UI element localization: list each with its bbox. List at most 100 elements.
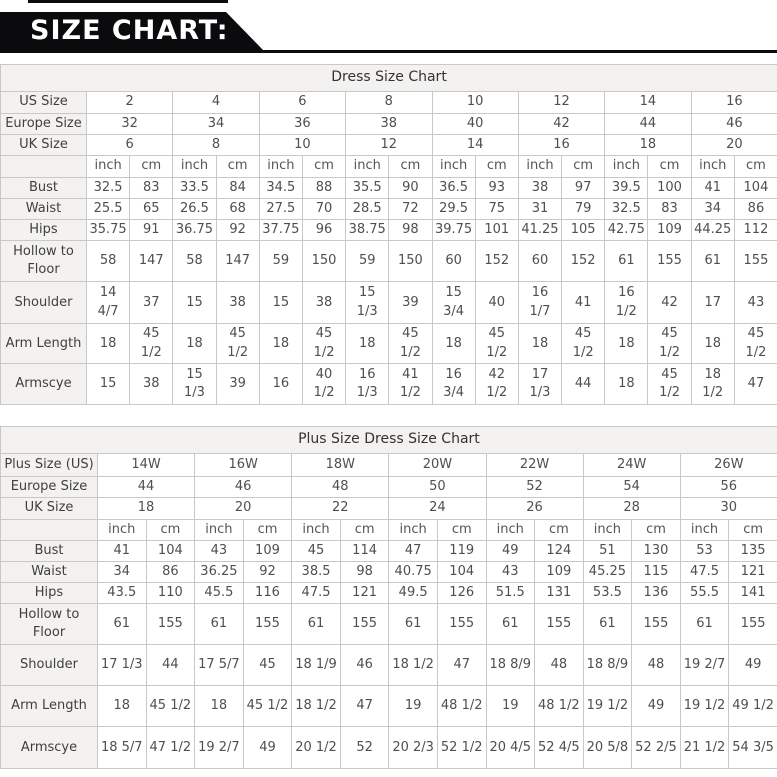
measure-inch-cell: 15 <box>172 281 217 325</box>
row-label: Waist <box>0 197 87 220</box>
size-value-cell: 16 <box>690 91 777 114</box>
measure-row: Hips 35.75 91 36.75 92 37.75 96 38.75 98 39.75 101… <box>0 218 777 242</box>
unit-header-inch: inch <box>679 518 730 541</box>
measure-inch-cell: 41.25 <box>517 218 563 242</box>
measure-inch-cell: 16 3/4 <box>431 363 476 406</box>
measure-row: Arm Length 18 45 1/2 18 45 1/2 18 1/2 47 19 48 1… <box>0 685 777 728</box>
size-value-cell: 52 <box>485 476 584 499</box>
row-label: Shoulder <box>0 644 98 687</box>
measure-cm-cell: 45 1/2 <box>474 323 519 365</box>
measure-inch-cell: 16 <box>258 363 303 406</box>
measure-inch-cell: 18 <box>690 323 735 365</box>
size-value-cell: 14W <box>96 453 196 478</box>
measure-inch-cell: 18 <box>172 323 217 365</box>
measure-inch-cell: 19 1/2 <box>679 685 730 728</box>
measure-inch-cell: 18 <box>97 685 147 728</box>
measure-cm-cell: 109 <box>534 560 584 584</box>
measure-inch-cell: 59 <box>258 240 303 283</box>
size-chart-banner: SIZE CHART: <box>0 0 777 53</box>
measure-inch-cell: 19 1/2 <box>582 685 633 728</box>
measure-inch-cell: 34 <box>97 560 147 584</box>
size-value-cell: 42 <box>517 112 606 136</box>
unit-header-cm: cm <box>215 155 260 178</box>
measure-inch-cell: 35.75 <box>85 218 131 242</box>
unit-header-inch: inch <box>517 155 563 178</box>
measure-cm-cell: 43 <box>733 281 777 325</box>
measure-inch-cell: 61 <box>291 603 341 646</box>
measure-inch-cell: 55.5 <box>679 582 730 605</box>
measure-inch-cell: 43.5 <box>97 582 147 605</box>
measure-cm-cell: 110 <box>145 582 196 605</box>
measure-inch-cell: 15 3/4 <box>431 281 476 325</box>
measure-cm-cell: 83 <box>129 176 174 199</box>
size-row: Europe Size 32 34 36 38 40 42 44 46 <box>0 112 777 136</box>
measure-inch-cell: 58 <box>85 240 131 283</box>
measure-row: Armscye 18 5/7 47 1/2 19 2/7 49 20 1/2 52 20 2/… <box>0 726 777 770</box>
measure-inch-cell: 21 1/2 <box>679 726 730 770</box>
unit-header-cm: cm <box>728 518 777 541</box>
measure-row: Hollow to Floor 61 155 61 155 61 155 61 155 61 155… <box>0 603 777 646</box>
unit-header-cm: cm <box>145 518 196 541</box>
measure-cm-cell: 124 <box>534 539 584 562</box>
row-label: Europe Size <box>0 112 87 136</box>
measure-row: Shoulder 17 1/3 44 17 5/7 45 18 1/9 46 18 1/2 47… <box>0 644 777 687</box>
measure-inch-cell: 16 1/7 <box>517 281 563 325</box>
measure-inch-cell: 35.5 <box>345 176 390 199</box>
size-value-cell: 16 <box>517 134 606 157</box>
unit-header-cm: cm <box>647 155 692 178</box>
measure-inch-cell: 38.75 <box>345 218 390 242</box>
measure-inch-cell: 19 <box>388 685 438 728</box>
measure-cm-cell: 109 <box>242 539 293 562</box>
measure-cm-cell: 155 <box>242 603 293 646</box>
size-value-cell: 14 <box>604 91 692 114</box>
size-value-cell: 40 <box>431 112 519 136</box>
measure-inch-cell: 61 <box>194 603 244 646</box>
measure-inch-cell: 18 5/7 <box>97 726 147 770</box>
plus-size-table: Plus Size Dress Size Chart Plus Size (US)… <box>0 426 777 770</box>
measure-inch-cell: 17 <box>690 281 735 325</box>
measure-inch-cell: 60 <box>431 240 476 283</box>
measure-inch-cell: 15 <box>258 281 303 325</box>
size-value-cell: 18W <box>291 453 390 478</box>
measure-row: Bust 41 104 43 109 45 114 47 119 49 124 51 130 53 135 <box>0 539 777 562</box>
measure-cm-cell: 135 <box>728 539 777 562</box>
row-label: Hips <box>0 582 98 605</box>
unit-header-cm: cm <box>129 155 174 178</box>
measure-cm-cell: 47 1/2 <box>145 726 196 770</box>
measure-row: Bust 32.5 83 33.5 84 34.5 88 35.5 90 36.5 93 38 97 39… <box>0 176 777 199</box>
unit-header-cm: cm <box>339 518 390 541</box>
measure-inch-cell: 45.25 <box>582 560 633 584</box>
measure-inch-cell: 36.75 <box>172 218 217 242</box>
size-row: US Size 2 4 6 8 10 12 14 16 <box>0 91 777 114</box>
measure-inch-cell: 18 1/2 <box>291 685 341 728</box>
measure-cm-cell: 119 <box>436 539 487 562</box>
measure-cm-cell: 47 <box>339 685 390 728</box>
measure-inch-cell: 31 <box>517 197 563 220</box>
measure-cm-cell: 116 <box>242 582 293 605</box>
measure-cm-cell: 42 1/2 <box>474 363 519 406</box>
measure-cm-cell: 100 <box>647 176 692 199</box>
measure-cm-cell: 121 <box>728 560 777 584</box>
measure-cm-cell: 91 <box>129 218 174 242</box>
size-value-cell: 44 <box>604 112 692 136</box>
size-value-cell: 22W <box>485 453 584 478</box>
measure-inch-cell: 45.5 <box>194 582 244 605</box>
size-value-cell: 16W <box>194 453 293 478</box>
measure-cm-cell: 114 <box>339 539 390 562</box>
measure-cm-cell: 52 4/5 <box>534 726 584 770</box>
measure-cm-cell: 92 <box>215 218 260 242</box>
measure-inch-cell: 18 <box>604 363 649 406</box>
measure-inch-cell: 41 <box>690 176 735 199</box>
size-value-cell: 20 <box>690 134 777 157</box>
unit-header-inch: inch <box>172 155 217 178</box>
measure-cm-cell: 155 <box>534 603 584 646</box>
measure-row: Armscye 15 38 15 1/3 39 16 40 1/2 16 1/3 41 1/2 1… <box>0 363 777 406</box>
measure-inch-cell: 20 4/5 <box>485 726 536 770</box>
unit-header-inch: inch <box>485 518 536 541</box>
size-value-cell: 36 <box>258 112 347 136</box>
size-value-cell: 8 <box>345 91 433 114</box>
measure-cm-cell: 40 <box>474 281 519 325</box>
measure-cm-cell: 136 <box>631 582 681 605</box>
measure-cm-cell: 155 <box>631 603 681 646</box>
size-value-cell: 34 <box>172 112 260 136</box>
